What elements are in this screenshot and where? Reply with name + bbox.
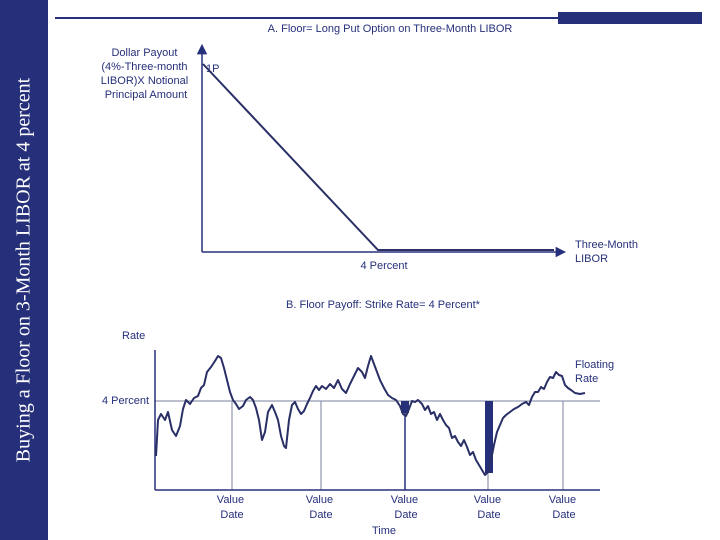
floor-payoff-bar xyxy=(401,401,409,413)
panel-a-y-label-line-4: Principal Amount xyxy=(105,89,188,101)
value-date-label-line-1: Value xyxy=(474,494,501,506)
value-date-label-line-1: Value xyxy=(549,494,576,506)
value-date-label: Value Date xyxy=(391,494,421,521)
header-bar xyxy=(558,12,702,24)
panel-a-strike-label: 4 Percent xyxy=(360,260,407,272)
value-date-label: Value Date xyxy=(474,494,504,521)
panel-a-title: A. Floor= Long Put Option on Three-Month… xyxy=(268,23,513,35)
panel-b-x-axis-label: Time xyxy=(372,525,396,537)
value-date-label-line-2: Date xyxy=(220,509,243,521)
floating-rate-label: Floating Rate xyxy=(575,359,617,385)
value-date-label-line-1: Value xyxy=(306,494,333,506)
floating-rate-label-line-1: Floating xyxy=(575,359,614,371)
panel-a-x-label-line-1: Three-Month xyxy=(575,239,638,251)
value-date-labels: Value Date Value Date Value Date Value D… xyxy=(217,494,579,521)
put-payoff-line xyxy=(202,63,554,251)
value-date-gridlines xyxy=(231,401,564,490)
panel-b: B. Floor Payoff: Strike Rate= 4 Percent*… xyxy=(102,299,617,537)
panel-a: A. Floor= Long Put Option on Three-Month… xyxy=(101,23,641,272)
panel-b-title: B. Floor Payoff: Strike Rate= 4 Percent* xyxy=(286,299,481,311)
value-date-label-line-2: Date xyxy=(552,509,575,521)
value-date-label-line-2: Date xyxy=(477,509,500,521)
value-date-label-line-1: Value xyxy=(391,494,418,506)
value-date-label: Value Date xyxy=(306,494,336,521)
panel-a-x-axis-label: Three-Month LIBOR xyxy=(575,239,641,265)
floating-rate-label-line-2: Rate xyxy=(575,373,598,385)
value-date-label: Value Date xyxy=(217,494,247,521)
panel-a-y-axis-label: Dollar Payout (4%-Three-month LIBOR)X No… xyxy=(101,47,192,101)
panel-b-strike-label: 4 Percent xyxy=(102,395,149,407)
panel-a-x-label-line-2: LIBOR xyxy=(575,253,608,265)
value-date-label-line-1: Value xyxy=(217,494,244,506)
value-date-label: Value Date xyxy=(549,494,579,521)
panel-a-y-label-line-1: Dollar Payout xyxy=(111,47,177,59)
title-sidebar: Buying a Floor on 3-Month LIBOR at 4 per… xyxy=(0,0,48,540)
value-date-label-line-2: Date xyxy=(394,509,417,521)
floating-rate-line xyxy=(155,355,586,476)
panel-a-y-label-line-2: (4%-Three-month xyxy=(101,61,187,73)
panel-b-y-axis-label: Rate xyxy=(122,330,145,342)
floor-payoff-bar xyxy=(485,401,493,473)
value-date-label-line-2: Date xyxy=(309,509,332,521)
panel-a-y-label-line-3: LIBOR)X Notional xyxy=(101,75,188,87)
header-rule xyxy=(55,17,560,19)
